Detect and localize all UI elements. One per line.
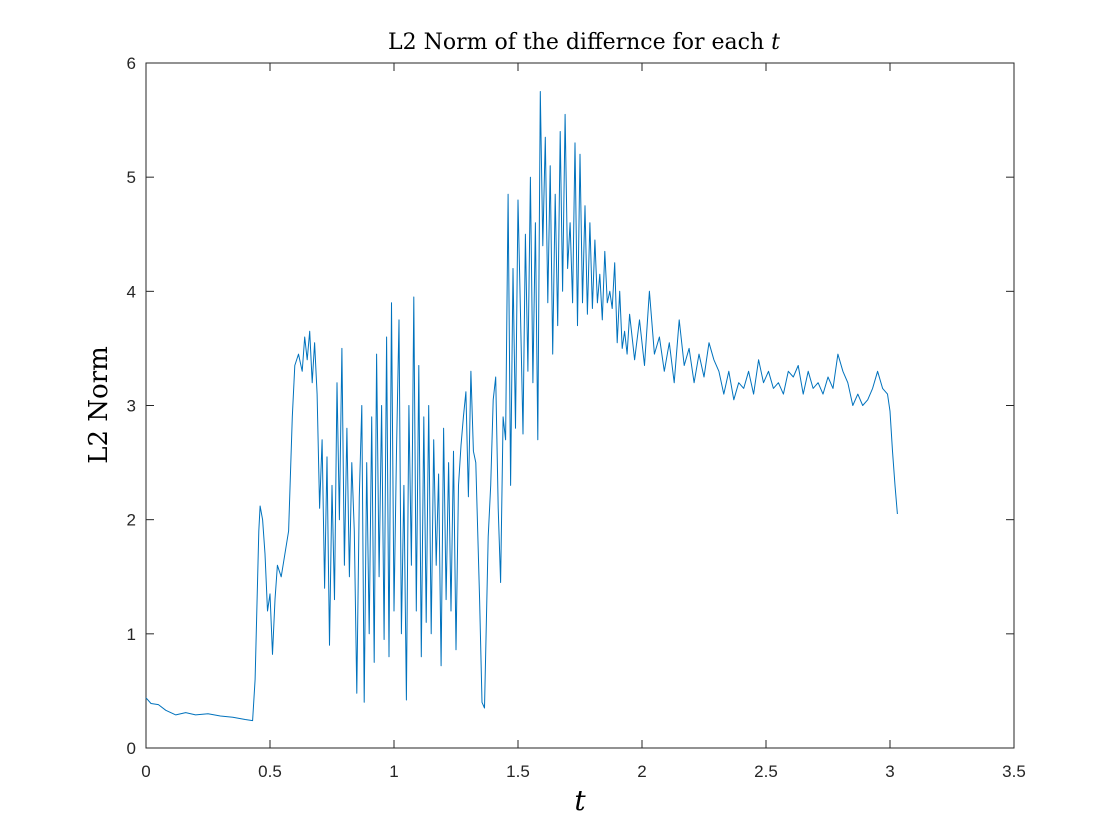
y-tick-label: 6 bbox=[127, 54, 136, 73]
x-tick-label: 1 bbox=[389, 762, 398, 781]
x-tick-label: 0 bbox=[141, 762, 150, 781]
series-line bbox=[145, 91, 898, 722]
ticks-layer: 0 0.5 1 1.5 2 2.5 3 3.5 0 1 2 3 4 5 6 bbox=[127, 54, 1026, 781]
y-tick-label: 5 bbox=[127, 168, 136, 187]
y-tick-label: 3 bbox=[127, 397, 136, 416]
chart-title-text: L2 Norm of the differnce for each bbox=[388, 30, 764, 55]
x-tick-label: 2.5 bbox=[754, 762, 778, 781]
x-axis-label: t bbox=[574, 784, 586, 817]
x-tick-label: 2 bbox=[637, 762, 646, 781]
y-axis-label: L2 Norm bbox=[84, 346, 114, 464]
chart-title-var: t bbox=[771, 30, 780, 55]
x-tick-label: 3 bbox=[885, 762, 894, 781]
x-tick-label: 0.5 bbox=[258, 762, 282, 781]
x-tick-label: 1.5 bbox=[506, 762, 530, 781]
y-tick-label: 4 bbox=[127, 282, 136, 301]
chart-title: L2 Norm of the differnce for each t bbox=[388, 30, 780, 55]
y-tick-label: 0 bbox=[127, 739, 136, 758]
y-tick-label: 1 bbox=[127, 625, 136, 644]
series-layer bbox=[145, 91, 898, 722]
x-tick-label: 3.5 bbox=[1002, 762, 1026, 781]
y-tick-label: 2 bbox=[127, 511, 136, 530]
